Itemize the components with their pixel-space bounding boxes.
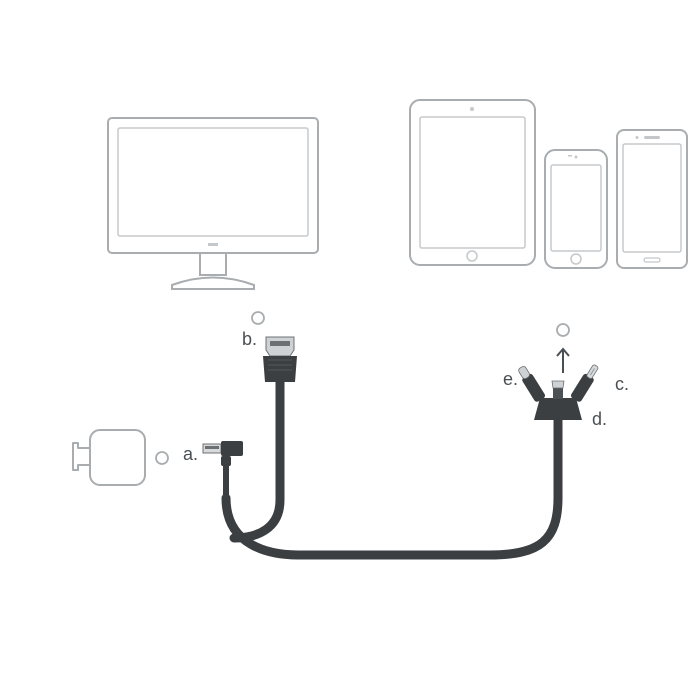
label-d: d. [592,409,607,429]
arrow-up-icon [557,349,569,373]
monitor [108,118,318,289]
label-a: a. [183,444,198,464]
power-adapter [73,430,145,485]
label-e: e. [503,369,518,389]
hdmi-connector [263,337,297,382]
marker-monitor [252,312,264,324]
marker-adapter [156,452,168,464]
label-c: c. [615,374,629,394]
usb-a-connector [203,441,243,466]
phone-android [617,130,687,268]
marker-devices [557,324,569,336]
cable [226,370,558,555]
multi-connector-hub [516,363,601,420]
label-b: b. [242,329,257,349]
usb-c-connector [516,364,546,403]
micro-usb-connector [552,381,564,399]
lightning-connector [570,363,601,403]
phone-iphone [545,150,607,268]
tablet [410,100,535,265]
